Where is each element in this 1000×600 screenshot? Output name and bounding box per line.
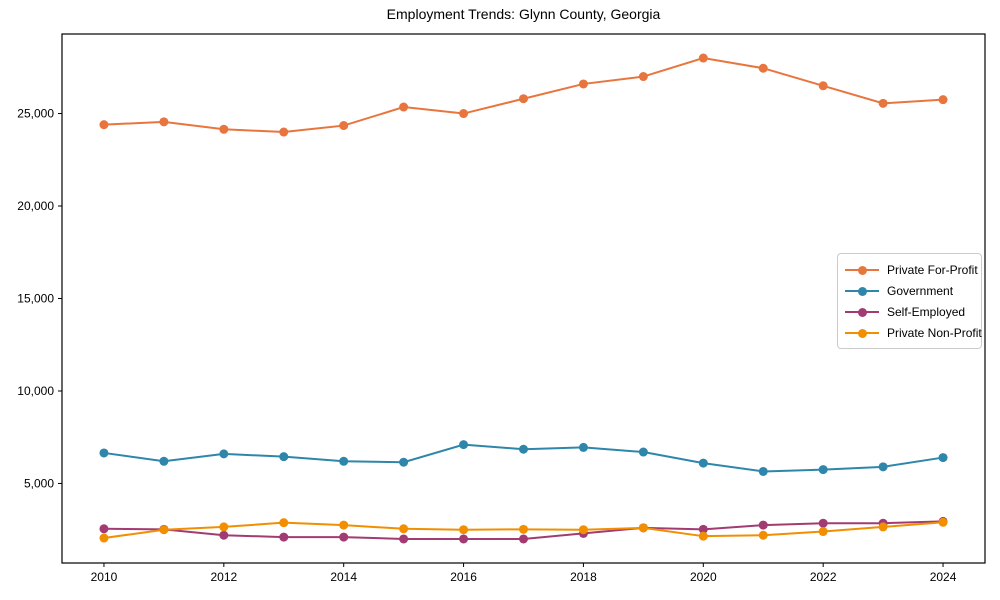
series-point-government [878, 462, 888, 472]
legend-item-government: Government [845, 280, 973, 301]
y-tick-label: 25,000 [17, 107, 54, 121]
series-point-self-employed [459, 534, 469, 544]
series-point-government [219, 449, 229, 459]
series-point-private-non-profit [818, 527, 828, 537]
y-tick-label: 20,000 [17, 199, 54, 213]
series-point-private-for-profit [279, 127, 289, 137]
x-tick-label: 2016 [450, 570, 477, 584]
legend-item-private-non-profit: Private Non-Profit [845, 322, 982, 343]
series-point-self-employed [219, 530, 229, 540]
series-point-private-non-profit [758, 530, 768, 540]
series-point-government [938, 453, 948, 463]
series-point-private-non-profit [938, 517, 948, 527]
legend-marker-icon [845, 307, 879, 317]
chart-title: Employment Trends: Glynn County, Georgia [386, 6, 661, 22]
series-point-private-for-profit [818, 81, 828, 91]
y-tick-label: 15,000 [17, 292, 54, 306]
series-point-private-for-profit [339, 121, 349, 131]
legend-label: Private For-Profit [887, 262, 978, 277]
series-point-government [279, 452, 289, 462]
series-point-private-for-profit [459, 109, 469, 119]
series-point-government [519, 444, 528, 454]
series-point-private-for-profit [938, 95, 948, 105]
series-point-private-non-profit [519, 524, 528, 534]
legend-label: Private Non-Profit [887, 325, 982, 340]
series-point-private-non-profit [878, 522, 888, 532]
series-point-private-non-profit [638, 523, 648, 533]
x-tick-label: 2010 [91, 570, 118, 584]
series-point-private-for-profit [638, 72, 648, 82]
series-point-private-non-profit [339, 520, 349, 530]
series-point-private-for-profit [698, 53, 708, 63]
series-point-private-non-profit [578, 525, 588, 535]
series-point-private-non-profit [399, 524, 409, 534]
series-point-government [339, 456, 349, 466]
series-point-government [159, 456, 169, 466]
series-point-private-non-profit [698, 531, 708, 541]
series-point-self-employed [818, 518, 828, 528]
series-point-self-employed [279, 532, 289, 542]
legend-item-private-for-profit: Private For-Profit [845, 259, 978, 280]
series-point-private-for-profit [878, 98, 888, 108]
series-point-private-for-profit [578, 79, 588, 89]
y-tick-label: 5,000 [24, 476, 54, 490]
series-point-private-for-profit [219, 124, 229, 134]
series-point-private-for-profit [399, 102, 409, 112]
series-point-private-for-profit [758, 63, 768, 73]
series-point-self-employed [758, 520, 768, 530]
y-tick-label: 10,000 [17, 384, 54, 398]
series-point-private-non-profit [279, 518, 289, 528]
series-point-private-for-profit [519, 94, 528, 104]
x-tick-label: 2012 [210, 570, 237, 584]
series-point-private-non-profit [159, 525, 169, 535]
series-point-government [399, 457, 409, 467]
series-point-self-employed [339, 532, 349, 542]
legend-label: Government [887, 283, 954, 298]
legend-marker-icon [845, 265, 879, 275]
series-point-self-employed [698, 524, 708, 534]
legend-marker-icon [845, 286, 879, 296]
x-tick-label: 2014 [330, 570, 357, 584]
series-point-self-employed [99, 524, 109, 534]
series-point-private-for-profit [159, 117, 169, 127]
series-point-government [578, 442, 588, 452]
series-point-private-non-profit [99, 533, 109, 543]
plot-frame [61, 33, 986, 564]
series-point-private-non-profit [219, 522, 229, 532]
series-point-government [99, 448, 109, 458]
series-point-private-for-profit [99, 120, 109, 130]
series-point-government [758, 466, 768, 476]
series-point-government [818, 465, 828, 475]
series-point-self-employed [519, 534, 528, 544]
series-point-private-non-profit [459, 525, 469, 535]
series-point-government [638, 447, 648, 457]
series-point-government [698, 458, 708, 468]
x-tick-label: 2024 [930, 570, 957, 584]
legend-item-self-employed: Self-Employed [845, 301, 973, 322]
legend: Private For-Profit Government Self-Employe… [837, 253, 982, 349]
legend-marker-icon [845, 328, 879, 338]
x-tick-label: 2018 [570, 570, 597, 584]
x-tick-label: 2022 [810, 570, 837, 584]
series-point-self-employed [399, 534, 409, 544]
x-tick-label: 2020 [690, 570, 717, 584]
legend-label: Self-Employed [887, 304, 966, 319]
series-point-government [459, 440, 469, 450]
